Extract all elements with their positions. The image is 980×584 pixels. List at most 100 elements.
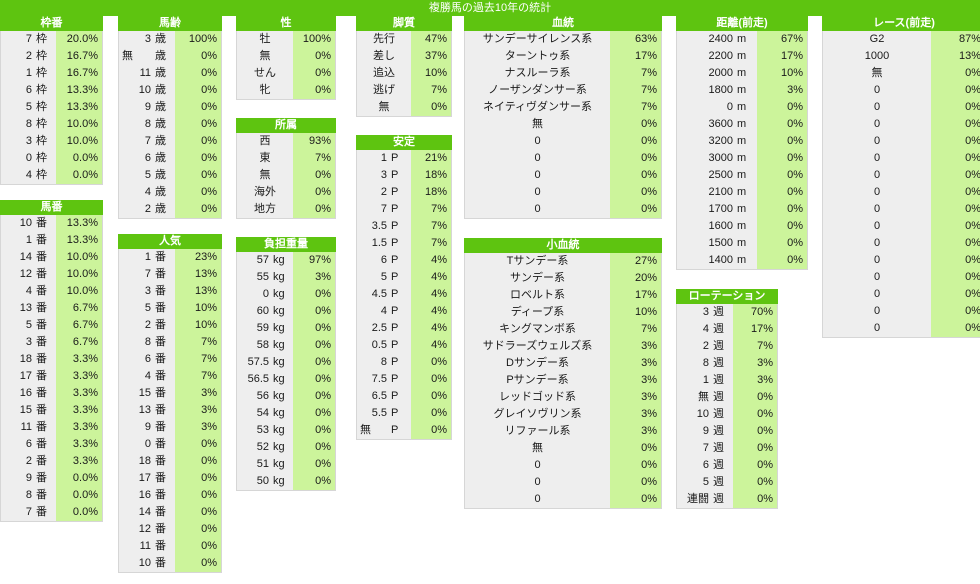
table-row[interactable]: Tサンデー系 27% — [465, 253, 661, 270]
table-row[interactable]: 12 番 0% — [119, 521, 221, 538]
table-row[interactable]: 1500 m 0% — [677, 235, 807, 252]
table-row[interactable]: 0 0% — [465, 167, 661, 184]
table-row[interactable]: 12 番 10.0% — [1, 266, 102, 283]
table-row[interactable]: 13 番 3% — [119, 402, 221, 419]
table-row[interactable]: 2 歳 0% — [119, 201, 221, 218]
table-row[interactable]: 11 歳 0% — [119, 65, 221, 82]
table-row[interactable]: ノーザンダンサー系 7% — [465, 82, 661, 99]
table-row[interactable]: 7 P 7% — [357, 201, 451, 218]
table-row[interactable]: 逃げ 7% — [357, 82, 451, 99]
table-row[interactable]: 先行 47% — [357, 31, 451, 48]
table-row[interactable]: 4 番 7% — [119, 368, 221, 385]
table-row[interactable]: 14 番 10.0% — [1, 249, 102, 266]
table-row[interactable]: 7 番 13% — [119, 266, 221, 283]
table-row[interactable]: グレイソヴリン系 3% — [465, 406, 661, 423]
table-row[interactable]: 7 番 0.0% — [1, 504, 102, 521]
table-row[interactable]: ディープ系 10% — [465, 304, 661, 321]
table-row[interactable]: 0 枠 0.0% — [1, 150, 102, 167]
table-row[interactable]: 8 歳 0% — [119, 116, 221, 133]
table-row[interactable]: 西 93% — [237, 133, 335, 150]
table-row[interactable]: 5 P 4% — [357, 269, 451, 286]
table-row[interactable]: リファール系 3% — [465, 423, 661, 440]
table-row[interactable]: 0.5 P 4% — [357, 337, 451, 354]
table-row[interactable]: 0 m 0% — [677, 99, 807, 116]
table-row[interactable]: 2100 m 0% — [677, 184, 807, 201]
table-row[interactable]: 0 0% — [465, 491, 661, 508]
table-row[interactable]: 0 0% — [823, 99, 980, 116]
table-row[interactable]: キングマンボ系 7% — [465, 321, 661, 338]
table-row[interactable]: 差し 37% — [357, 48, 451, 65]
table-row[interactable]: 5 歳 0% — [119, 167, 221, 184]
table-row[interactable]: 3200 m 0% — [677, 133, 807, 150]
table-row[interactable]: 3 P 18% — [357, 167, 451, 184]
table-row[interactable]: 3 番 13% — [119, 283, 221, 300]
table-row[interactable]: 60 kg 0% — [237, 303, 335, 320]
table-row[interactable]: 9 週 0% — [677, 423, 777, 440]
table-row[interactable]: 5 週 0% — [677, 474, 777, 491]
table-row[interactable]: Pサンデー系 3% — [465, 372, 661, 389]
table-row[interactable]: 0 0% — [465, 201, 661, 218]
table-row[interactable]: 0 kg 0% — [237, 286, 335, 303]
table-row[interactable]: 無 0% — [237, 167, 335, 184]
table-row[interactable]: 2000 m 10% — [677, 65, 807, 82]
table-row[interactable]: 連闘週 0% — [677, 491, 777, 508]
table-row[interactable]: 2500 m 0% — [677, 167, 807, 184]
table-row[interactable]: 50 kg 0% — [237, 473, 335, 490]
table-row[interactable]: 16 番 0% — [119, 487, 221, 504]
table-row[interactable]: 15 番 3% — [119, 385, 221, 402]
table-row[interactable]: 2.5 P 4% — [357, 320, 451, 337]
table-row[interactable]: 3.5 P 7% — [357, 218, 451, 235]
table-row[interactable]: 1 番 23% — [119, 249, 221, 266]
table-row[interactable]: 0 番 0% — [119, 436, 221, 453]
table-row[interactable]: 14 番 0% — [119, 504, 221, 521]
table-row[interactable]: 4.5 P 4% — [357, 286, 451, 303]
table-row[interactable]: 無 0% — [357, 99, 451, 116]
table-row[interactable]: サンデー系 20% — [465, 270, 661, 287]
table-row[interactable]: 9 歳 0% — [119, 99, 221, 116]
table-row[interactable]: 8 週 3% — [677, 355, 777, 372]
table-row[interactable]: 無 0% — [465, 440, 661, 457]
table-row[interactable]: 2200 m 17% — [677, 48, 807, 65]
table-row[interactable]: 6 週 0% — [677, 457, 777, 474]
table-row[interactable]: 3 枠 10.0% — [1, 133, 102, 150]
table-row[interactable]: 0 0% — [823, 252, 980, 269]
table-row[interactable]: 16 番 3.3% — [1, 385, 102, 402]
table-row[interactable]: 7 週 0% — [677, 440, 777, 457]
table-row[interactable]: 6 歳 0% — [119, 150, 221, 167]
table-row[interactable]: 1000 13% — [823, 48, 980, 65]
table-row[interactable]: 57 kg 97% — [237, 252, 335, 269]
table-row[interactable]: 15 番 3.3% — [1, 402, 102, 419]
table-row[interactable]: せん 0% — [237, 65, 335, 82]
table-row[interactable]: 8 P 0% — [357, 354, 451, 371]
table-row[interactable]: 2 番 10% — [119, 317, 221, 334]
table-row[interactable]: 1 P 21% — [357, 150, 451, 167]
table-row[interactable]: 0 0% — [823, 303, 980, 320]
table-row[interactable]: 4 枠 0.0% — [1, 167, 102, 184]
table-row[interactable]: 無 0% — [465, 116, 661, 133]
table-row[interactable]: 4 週 17% — [677, 321, 777, 338]
table-row[interactable]: 3000 m 0% — [677, 150, 807, 167]
table-row[interactable]: 0 0% — [465, 184, 661, 201]
table-row[interactable]: Dサンデー系 3% — [465, 355, 661, 372]
table-row[interactable]: 0 0% — [823, 184, 980, 201]
table-row[interactable]: 17 番 3.3% — [1, 368, 102, 385]
table-row[interactable]: レッドゴッド系 3% — [465, 389, 661, 406]
table-row[interactable]: 2 番 3.3% — [1, 453, 102, 470]
table-row[interactable]: 7 歳 0% — [119, 133, 221, 150]
table-row[interactable]: 1 枠 16.7% — [1, 65, 102, 82]
table-row[interactable]: 0 0% — [465, 150, 661, 167]
table-row[interactable]: 0 0% — [823, 286, 980, 303]
table-row[interactable]: 2400 m 67% — [677, 31, 807, 48]
table-row[interactable]: 3 週 70% — [677, 304, 777, 321]
table-row[interactable]: 0 0% — [823, 235, 980, 252]
table-row[interactable]: 0 0% — [823, 133, 980, 150]
table-row[interactable]: ターントゥ系 17% — [465, 48, 661, 65]
table-row[interactable]: 4 番 10.0% — [1, 283, 102, 300]
table-row[interactable]: 5 番 10% — [119, 300, 221, 317]
table-row[interactable]: 6 枠 13.3% — [1, 82, 102, 99]
table-row[interactable]: 0 0% — [823, 218, 980, 235]
table-row[interactable]: 0 0% — [823, 320, 980, 337]
table-row[interactable]: 9 番 3% — [119, 419, 221, 436]
table-row[interactable]: 56.5 kg 0% — [237, 371, 335, 388]
table-row[interactable]: 東 7% — [237, 150, 335, 167]
